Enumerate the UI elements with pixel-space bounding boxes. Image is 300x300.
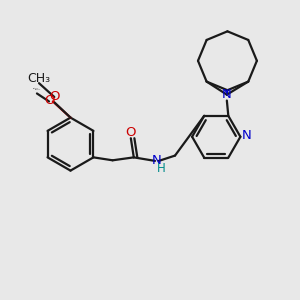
Text: O: O xyxy=(126,126,136,140)
Text: methoxy: methoxy xyxy=(33,88,39,89)
Text: N: N xyxy=(222,88,232,101)
Text: methoxy: methoxy xyxy=(34,88,41,90)
Text: O: O xyxy=(49,91,60,103)
Text: CH₃: CH₃ xyxy=(27,72,51,85)
Text: N: N xyxy=(242,129,252,142)
Text: N: N xyxy=(152,154,161,167)
Text: H: H xyxy=(157,162,166,175)
Text: O: O xyxy=(44,94,54,107)
